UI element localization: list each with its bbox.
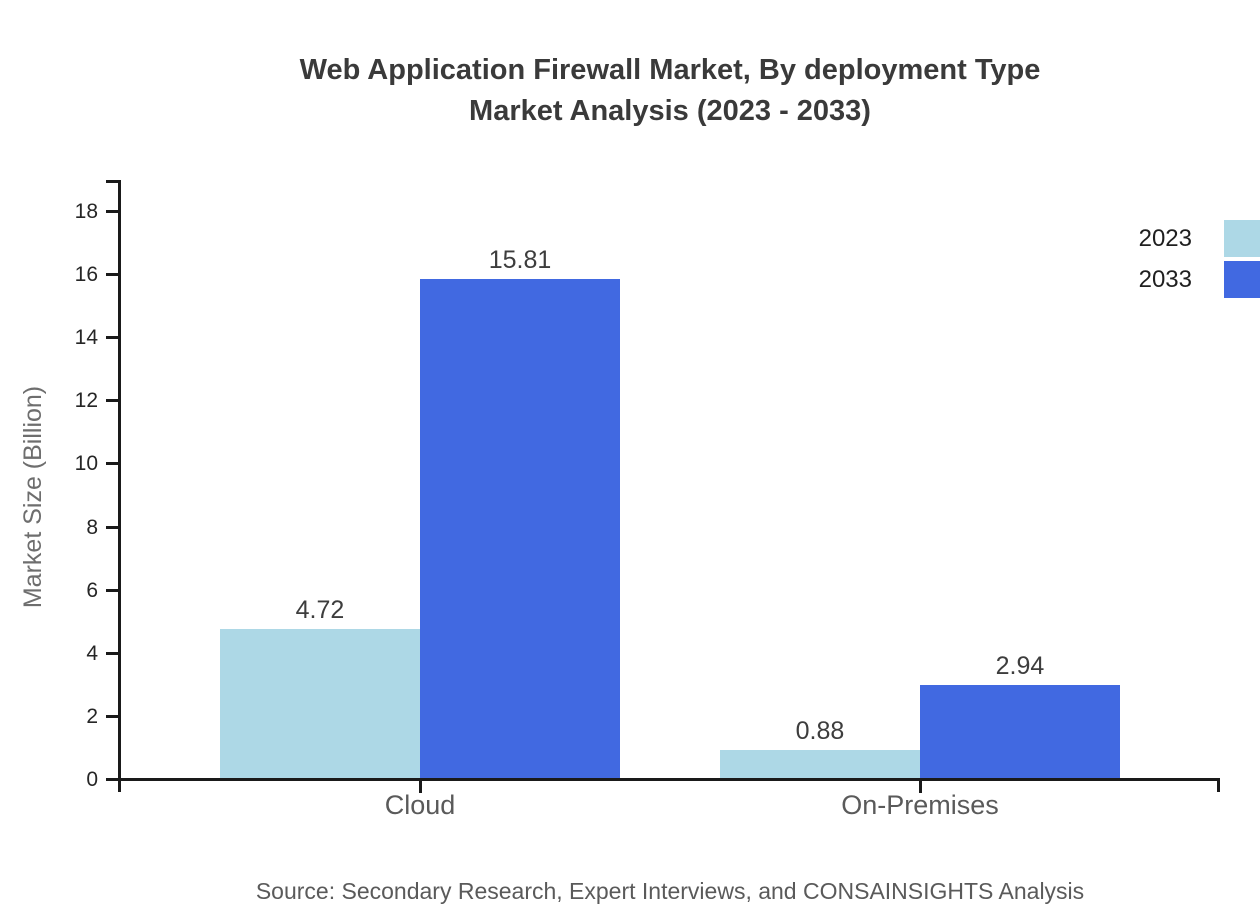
category-label-on-premises: On-Premises <box>841 790 999 820</box>
bar-value-label: 0.88 <box>795 717 845 745</box>
y-tick-mark <box>106 336 118 339</box>
legend-label-2033: 2033 <box>1138 266 1192 293</box>
y-axis-line <box>118 180 121 792</box>
y-tick-label: 8 <box>86 516 98 539</box>
y-tick-mark <box>106 589 118 592</box>
x-axis-line <box>106 778 1220 781</box>
chart-subtitle: Market Analysis (2023 - 2033) <box>469 95 871 127</box>
source-note: Source: Secondary Research, Expert Inter… <box>255 878 1085 904</box>
y-tick-mark <box>106 715 118 718</box>
x-tick-mark <box>419 781 422 793</box>
bar-value-label: 4.72 <box>295 596 345 624</box>
y-tick-mark <box>106 210 118 213</box>
chart-title-block: Web Application Firewall Market, By depl… <box>120 50 1220 132</box>
y-tick-mark <box>106 526 118 529</box>
y-tick-mark <box>106 273 118 276</box>
y-axis-top-cap <box>106 180 118 183</box>
chart-title: Web Application Firewall Market, By depl… <box>299 54 1041 86</box>
y-tick-label: 12 <box>74 389 98 412</box>
bar-on-premises-2033 <box>920 685 1120 778</box>
x-tick-mark <box>919 781 922 793</box>
bar-value-label: 15.81 <box>488 246 552 274</box>
bar-cloud-2023 <box>220 629 420 778</box>
legend-label-2023: 2023 <box>1138 225 1192 252</box>
category-label-cloud: Cloud <box>384 790 456 820</box>
y-tick-label: 14 <box>74 326 98 349</box>
y-tick-mark <box>106 652 118 655</box>
y-tick-label: 6 <box>86 579 98 602</box>
y-tick-mark <box>106 399 118 402</box>
y-tick-label: 2 <box>86 705 98 728</box>
y-tick-label: 0 <box>86 768 98 791</box>
y-tick-mark <box>106 462 118 465</box>
legend-swatch-2023 <box>1224 220 1260 257</box>
y-tick-mark <box>106 778 118 781</box>
legend-swatch-2033 <box>1224 261 1260 298</box>
y-tick-label: 18 <box>74 200 98 223</box>
y-tick-label: 4 <box>86 642 98 665</box>
bar-value-label: 2.94 <box>995 652 1045 680</box>
y-tick-label: 10 <box>74 452 98 475</box>
bar-cloud-2033 <box>420 279 620 778</box>
y-tick-label: 16 <box>74 263 98 286</box>
x-axis-end-cap <box>1217 778 1220 792</box>
bar-on-premises-2023 <box>720 750 920 778</box>
